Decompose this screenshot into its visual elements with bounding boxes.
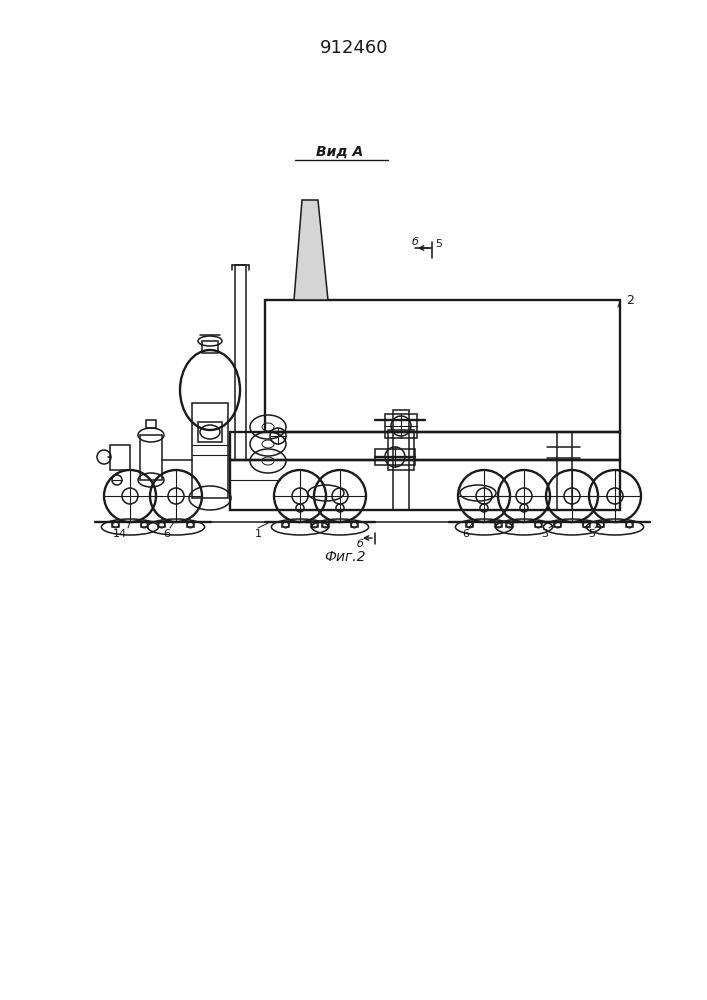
Text: 14: 14 (113, 529, 127, 539)
Bar (554, 522, 561, 527)
Bar (235, 265, 246, 460)
Text: 6: 6 (462, 529, 469, 539)
Text: 3: 3 (542, 529, 549, 539)
Bar (385, 414, 417, 438)
Bar (375, 449, 415, 465)
Text: 5: 5 (588, 529, 595, 539)
Bar (198, 422, 222, 442)
Bar (626, 522, 633, 527)
Text: 6: 6 (163, 529, 170, 539)
Text: Фиг.2: Фиг.2 (325, 550, 366, 564)
Bar (230, 460, 620, 510)
Polygon shape (294, 200, 328, 300)
Bar (187, 522, 194, 527)
Text: 912460: 912460 (320, 39, 388, 57)
Bar (158, 522, 165, 527)
Bar (597, 522, 604, 527)
Bar (141, 522, 148, 527)
Bar (506, 522, 513, 527)
Text: 5: 5 (436, 239, 443, 249)
Bar (265, 300, 620, 432)
Text: Вид А: Вид А (316, 145, 363, 159)
Bar (311, 522, 318, 527)
Bar (282, 522, 289, 527)
Bar (322, 522, 329, 527)
Text: б: б (411, 237, 419, 247)
Bar (583, 522, 590, 527)
Bar (112, 522, 119, 527)
Bar (110, 445, 130, 470)
Bar (351, 522, 358, 527)
Bar (388, 430, 414, 470)
Bar (140, 435, 162, 480)
Bar (557, 432, 572, 510)
Bar (466, 522, 473, 527)
Bar (202, 341, 218, 353)
Bar (495, 522, 502, 527)
Text: 2: 2 (626, 294, 634, 306)
Bar (146, 420, 156, 428)
Bar (534, 522, 542, 527)
Text: б: б (356, 539, 363, 549)
Bar (192, 403, 228, 498)
Bar (230, 432, 620, 460)
Text: 1: 1 (255, 529, 262, 539)
Bar (393, 410, 409, 510)
